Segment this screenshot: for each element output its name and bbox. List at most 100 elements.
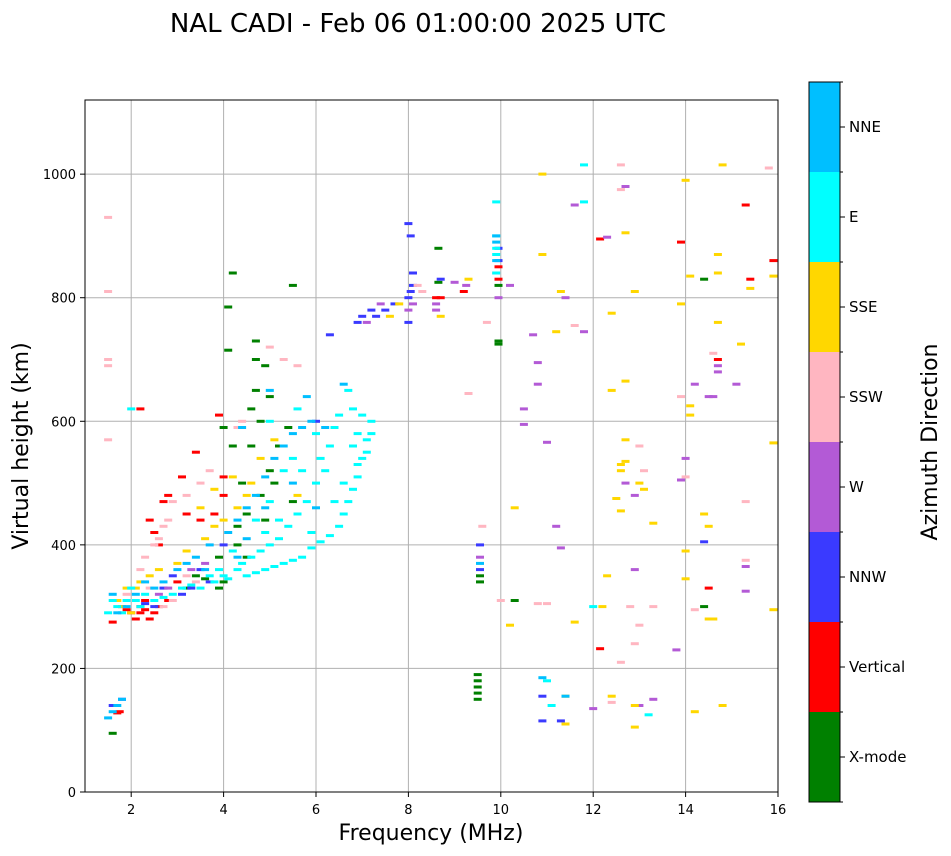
data-point-nne bbox=[173, 568, 182, 572]
data-point-sse bbox=[127, 611, 136, 615]
data-point-ssw bbox=[104, 358, 113, 361]
data-point-ssw bbox=[136, 568, 145, 572]
data-point-nne bbox=[298, 426, 307, 429]
data-point-w bbox=[589, 707, 598, 711]
data-point-nnw bbox=[178, 592, 186, 596]
data-point-vertical bbox=[196, 518, 205, 522]
data-point-vertical bbox=[459, 290, 468, 293]
data-point-x-mode bbox=[233, 543, 242, 547]
colorbar-tick-label: Vertical bbox=[849, 658, 905, 676]
data-point-sse bbox=[464, 277, 473, 281]
data-point-e bbox=[492, 271, 501, 275]
data-point-ssw bbox=[104, 215, 113, 219]
data-point-x-mode bbox=[108, 731, 117, 735]
data-point-ssw bbox=[607, 700, 616, 704]
data-point-w bbox=[529, 333, 538, 337]
data-point-sse bbox=[649, 521, 658, 525]
data-point-w bbox=[201, 561, 210, 565]
data-point-vertical bbox=[741, 203, 750, 207]
data-point-e bbox=[113, 605, 122, 609]
colorbar-tick-label: SSE bbox=[849, 298, 878, 316]
x-tick-label: 12 bbox=[585, 803, 602, 818]
data-point-sse bbox=[769, 441, 778, 445]
data-point-e bbox=[298, 469, 307, 473]
data-point-w bbox=[690, 382, 699, 386]
data-point-vertical bbox=[219, 475, 228, 479]
data-point-x-mode bbox=[242, 512, 251, 516]
data-point-e bbox=[141, 592, 150, 596]
data-point-x-mode bbox=[473, 679, 482, 683]
data-point-ssw bbox=[154, 537, 163, 541]
data-point-e bbox=[547, 704, 556, 707]
data-point-x-mode bbox=[473, 691, 482, 695]
data-point-w bbox=[677, 478, 685, 482]
chart-title: NAL CADI - Feb 06 01:00:00 2025 UTC bbox=[170, 9, 666, 39]
data-point-x-mode bbox=[284, 426, 293, 429]
data-point-w bbox=[713, 364, 722, 368]
data-point-ssw bbox=[677, 395, 685, 399]
data-point-e bbox=[251, 518, 260, 522]
data-point-sse bbox=[769, 608, 778, 612]
data-point-vertical bbox=[154, 605, 163, 609]
y-tick-label: 200 bbox=[51, 662, 76, 677]
data-point-x-mode bbox=[288, 500, 297, 504]
data-point-x-mode bbox=[219, 426, 228, 429]
data-point-x-mode bbox=[251, 388, 260, 392]
x-tick-label: 8 bbox=[404, 803, 412, 818]
data-point-vertical bbox=[596, 237, 605, 241]
data-point-sse bbox=[603, 574, 612, 578]
data-point-nnw bbox=[409, 271, 417, 275]
data-point-w bbox=[187, 568, 196, 572]
data-point-nnw bbox=[404, 296, 413, 300]
data-point-sse bbox=[395, 302, 404, 306]
colorbar-segment-sse bbox=[809, 262, 840, 352]
data-point-nne bbox=[492, 240, 501, 244]
data-point-nne bbox=[538, 676, 547, 680]
data-point-sse bbox=[700, 512, 709, 516]
data-point-x-mode bbox=[247, 407, 256, 411]
data-point-e bbox=[644, 713, 653, 717]
data-point-sse bbox=[506, 623, 514, 627]
data-point-vertical bbox=[108, 620, 117, 624]
data-point-nnw bbox=[390, 302, 399, 306]
data-point-e bbox=[279, 561, 288, 565]
data-point-e bbox=[275, 537, 283, 541]
data-point-w bbox=[561, 296, 570, 300]
plot-frame bbox=[84, 99, 779, 793]
data-point-e bbox=[344, 500, 353, 504]
data-point-nne bbox=[104, 716, 113, 720]
data-point-ssw bbox=[104, 438, 113, 442]
data-point-x-mode bbox=[182, 586, 191, 590]
data-point-x-mode bbox=[191, 574, 200, 578]
data-point-ssw bbox=[709, 351, 718, 355]
data-point-sse bbox=[598, 605, 607, 609]
data-point-w bbox=[621, 185, 630, 188]
data-point-x-mode bbox=[261, 364, 270, 368]
data-point-sse bbox=[154, 568, 163, 572]
data-point-e bbox=[353, 432, 362, 436]
data-point-sse bbox=[621, 438, 630, 442]
data-point-vertical bbox=[164, 599, 173, 602]
data-point-vertical bbox=[136, 611, 145, 615]
data-point-sse bbox=[570, 620, 579, 624]
data-point-w bbox=[362, 320, 371, 324]
data-point-vertical bbox=[136, 407, 145, 411]
data-point-nne bbox=[182, 561, 191, 565]
data-point-nne bbox=[261, 475, 270, 479]
data-point-e bbox=[339, 481, 348, 485]
data-point-x-mode bbox=[510, 599, 519, 602]
data-point-e bbox=[127, 586, 136, 590]
data-point-vertical bbox=[164, 493, 173, 497]
data-point-x-mode bbox=[270, 481, 279, 485]
data-point-nnw bbox=[108, 704, 117, 707]
colorbar-segment-nne bbox=[809, 82, 840, 172]
data-point-e bbox=[362, 438, 371, 442]
data-point-nne bbox=[561, 694, 570, 698]
data-point-x-mode bbox=[265, 469, 274, 473]
data-point-sse bbox=[630, 704, 639, 707]
data-point-e bbox=[330, 426, 339, 429]
data-point-sse bbox=[635, 481, 644, 485]
data-point-ssw bbox=[150, 543, 159, 547]
data-point-e bbox=[261, 568, 270, 572]
data-point-w bbox=[741, 565, 750, 568]
